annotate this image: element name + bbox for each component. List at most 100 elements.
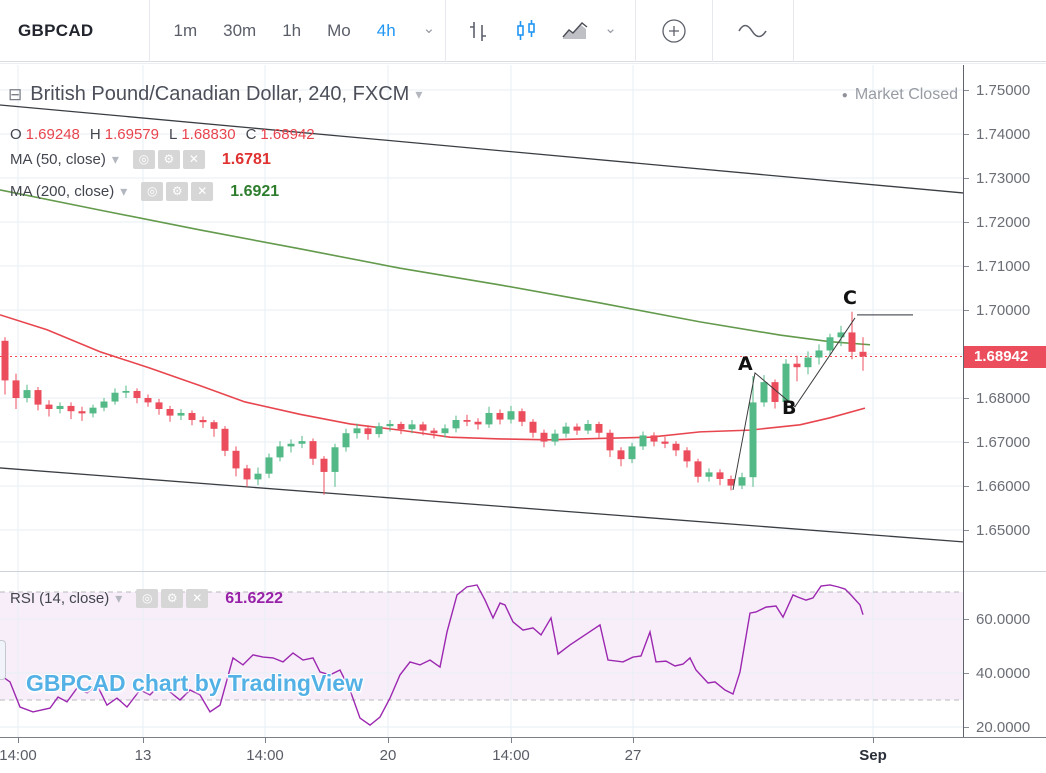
wave-label-B[interactable]: B	[782, 397, 797, 419]
ma50-label: MA (50, close)	[10, 151, 106, 168]
candle-down	[397, 423, 405, 430]
interval-button-1h[interactable]: 1h	[282, 20, 302, 40]
interval-dropdown-chevron-icon[interactable]: ⌄	[422, 19, 436, 37]
interval-button-4h[interactable]: 4h	[376, 20, 396, 40]
toolbar-divider	[445, 0, 447, 62]
candle-down	[727, 478, 735, 486]
candle-down	[243, 468, 251, 480]
candle-up	[254, 473, 262, 480]
toolbar-divider	[149, 0, 151, 62]
candle-down	[133, 390, 141, 398]
candle-down	[320, 458, 328, 472]
candle-up	[705, 472, 713, 477]
toolbar-divider	[634, 0, 636, 62]
rsi-line[interactable]	[0, 584, 864, 726]
candle-up	[804, 357, 812, 368]
ohlc-key: H	[89, 126, 101, 143]
abc-wave[interactable]	[732, 317, 856, 491]
candles-chart-icon[interactable]	[502, 18, 550, 44]
rsi-pane-chart[interactable]	[0, 572, 963, 737]
visibility-icon[interactable]: ◎	[136, 589, 159, 608]
time-axis-label: 13	[134, 747, 152, 764]
remove-icon[interactable]: ✕	[191, 182, 214, 201]
candle-down	[518, 411, 526, 422]
time-axis-tickmark	[633, 738, 634, 743]
remove-icon[interactable]: ✕	[182, 150, 205, 169]
title-caret-icon[interactable]: ▾	[415, 86, 423, 102]
pane-separator[interactable]	[0, 571, 1046, 572]
remove-icon[interactable]: ✕	[186, 589, 209, 608]
candle-up	[375, 426, 383, 435]
ma50-buttons: ◎ ⚙ ✕	[132, 150, 208, 169]
rsi-caret-icon[interactable]: ▾	[115, 590, 123, 606]
candle-down	[232, 450, 240, 469]
candle-up	[23, 390, 31, 398]
candle-down	[573, 426, 581, 431]
candle-down	[716, 472, 724, 479]
candle-down	[793, 363, 801, 368]
candle-down	[221, 428, 229, 451]
candle-down	[859, 351, 867, 357]
rsi-legend-row: RSI (14, close) ▾ ◎ ⚙ ✕ 61.6222	[10, 589, 283, 608]
candle-up	[507, 411, 515, 420]
chart-type-group: ⌄	[446, 18, 635, 44]
candle-up	[298, 441, 306, 444]
chart-type-chevron-icon[interactable]: ⌄	[604, 19, 617, 37]
ma200-caret-icon[interactable]: ▾	[120, 183, 128, 199]
candle-up	[584, 423, 592, 431]
candle-up	[111, 392, 119, 402]
bars-chart-icon[interactable]	[454, 18, 502, 44]
ma200-line[interactable]	[0, 189, 871, 346]
candle-down	[12, 380, 20, 398]
collapse-pane-icon[interactable]: ⊟	[8, 84, 23, 104]
price-pane-chart[interactable]	[0, 65, 963, 571]
settings-icon[interactable]: ⚙	[166, 182, 189, 201]
tick-dash	[964, 133, 969, 135]
time-axis[interactable]: 14:00 13 14:00 20 14:00 27 Sep	[0, 737, 1046, 773]
tick-dash	[964, 177, 969, 179]
interval-button-1m[interactable]: 1m	[173, 20, 198, 40]
interval-button-30m[interactable]: 30m	[223, 20, 257, 40]
axis-pane-separator	[964, 571, 1046, 572]
interval-button-Mo[interactable]: Mo	[327, 20, 351, 40]
ohlc-value: 1.69248	[25, 126, 80, 143]
drawing-toolbar-handle[interactable]	[0, 640, 6, 680]
price-axis-tick: 1.75000	[964, 81, 1030, 99]
time-axis-tickmark	[265, 738, 266, 743]
tick-dash	[964, 441, 969, 443]
candle-down	[463, 420, 471, 422]
price-axis[interactable]: 1.68942 1.75000 1.74000 1.73000 1.72000 1.71…	[963, 65, 1046, 737]
candle-down	[419, 424, 427, 431]
rsi-axis-tick: 60.0000	[964, 610, 1030, 628]
tick-dash	[964, 309, 969, 311]
time-axis-tickmark	[143, 738, 144, 743]
candle-down	[210, 422, 218, 429]
wave-label-A[interactable]: A	[738, 353, 753, 375]
wave-label-C[interactable]: C	[843, 287, 857, 309]
candle-down	[188, 412, 196, 420]
candle-up	[749, 402, 757, 478]
symbol-button[interactable]: GBPCAD	[18, 20, 94, 40]
settings-icon[interactable]: ⚙	[161, 589, 184, 608]
area-chart-icon[interactable]	[550, 18, 600, 44]
compare-plus-icon[interactable]	[648, 16, 700, 46]
price-axis-tick: 1.67000	[964, 433, 1030, 451]
candle-down	[309, 441, 317, 459]
candle-down	[45, 404, 53, 409]
indicators-wave-icon[interactable]	[725, 20, 781, 42]
upper-channel-line[interactable]	[0, 104, 963, 194]
ma50-value: 1.6781	[221, 150, 271, 168]
rsi-axis-tick: 20.0000	[964, 718, 1030, 736]
ma200-label: MA (200, close)	[10, 183, 115, 200]
price-axis-tick: 1.72000	[964, 213, 1030, 231]
candle-up	[760, 382, 768, 403]
ma50-line[interactable]	[0, 314, 866, 441]
visibility-icon[interactable]: ◎	[141, 182, 164, 201]
settings-icon[interactable]: ⚙	[157, 150, 180, 169]
visibility-icon[interactable]: ◎	[132, 150, 155, 169]
time-axis-label: 14:00	[0, 747, 37, 764]
candle-down	[430, 430, 438, 434]
ma200-buttons: ◎ ⚙ ✕	[141, 182, 216, 201]
ma50-caret-icon[interactable]: ▾	[111, 151, 119, 167]
lower-channel-line[interactable]	[0, 467, 963, 543]
